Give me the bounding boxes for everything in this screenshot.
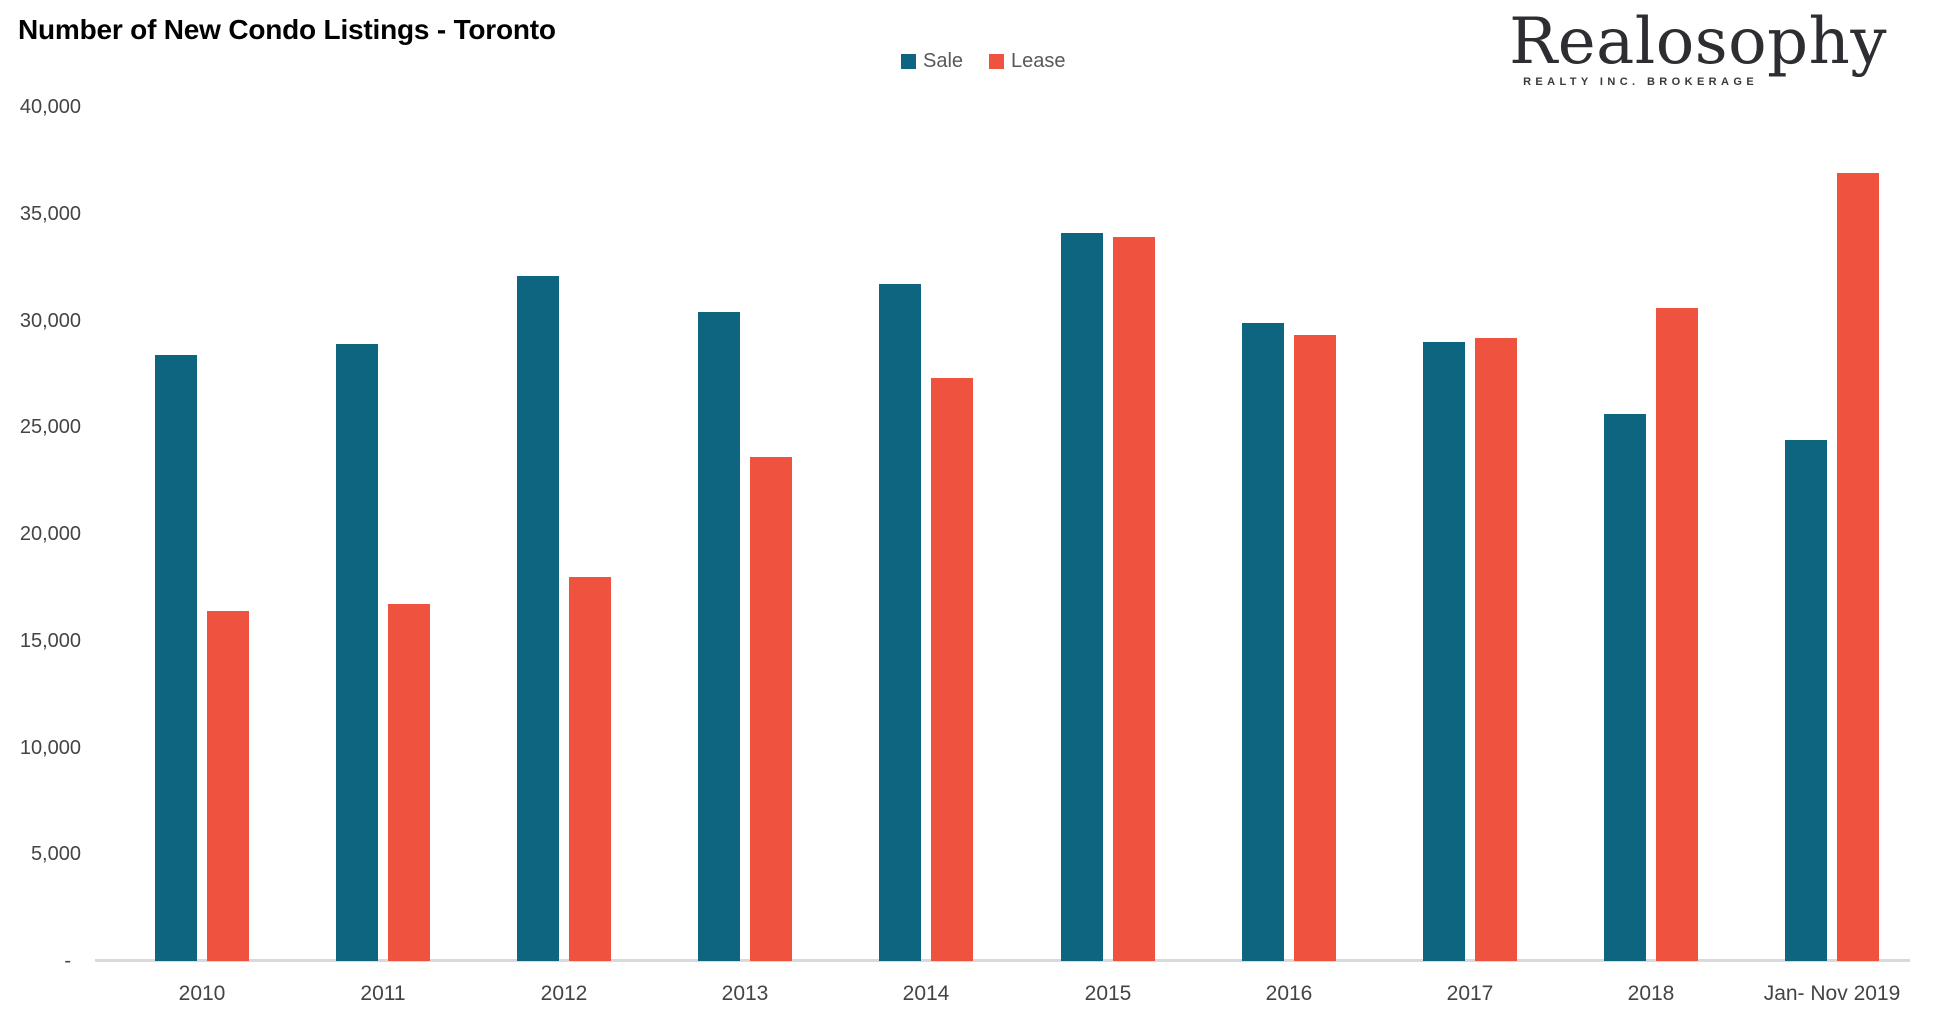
y-axis-tick-label: 35,000 — [19, 203, 81, 225]
bar-sale-2013 — [698, 312, 740, 961]
y-axis-tick-label: 5,000 — [30, 843, 81, 865]
brand-logo: Realosophy REALTY INC. BROKERAGE — [1509, 5, 1887, 88]
bar-sale-2015 — [1061, 233, 1103, 961]
x-axis-tick-label: 2017 — [1446, 982, 1494, 1005]
lease-legend-label: Lease — [1011, 50, 1066, 72]
bar-lease-2012 — [569, 577, 611, 961]
y-axis-tick-label: 30,000 — [19, 310, 81, 332]
y-axis-tick-label: - — [64, 950, 71, 972]
x-axis-tick-label: 2018 — [1627, 982, 1675, 1005]
bar-lease-2018 — [1656, 308, 1698, 961]
sale-legend-swatch-icon — [901, 53, 916, 69]
bar-sale-2011 — [336, 344, 378, 961]
bar-lease-2017 — [1475, 338, 1517, 961]
y-axis-tick-label: 20,000 — [19, 523, 81, 545]
bar-sale-2010 — [155, 355, 197, 961]
bar-lease-2013 — [750, 457, 792, 961]
brand-logo-tagline: REALTY INC. BROKERAGE — [1523, 75, 1759, 88]
bar-sale-2014 — [879, 284, 921, 961]
chart-title: Number of New Condo Listings - Toronto — [18, 14, 556, 45]
bar-sale-2017 — [1423, 342, 1465, 961]
legend-item-sale: Sale — [901, 51, 963, 71]
x-axis-tick-label: 2014 — [902, 982, 950, 1005]
x-axis-tick-label: 2012 — [540, 982, 588, 1005]
x-axis-tick-label: 2013 — [721, 982, 769, 1005]
legend-item-lease: Lease — [989, 51, 1066, 71]
legend: Sale Lease — [901, 51, 1066, 71]
y-axis-tick-label: 10,000 — [19, 737, 81, 759]
bar-sale-jan-nov-2019 — [1785, 440, 1827, 961]
lease-legend-swatch-icon — [989, 53, 1005, 69]
x-axis-tick-label: 2010 — [178, 982, 226, 1005]
x-axis-tick-label: 2016 — [1265, 982, 1313, 1005]
x-axis-tick-label: 2015 — [1084, 982, 1132, 1005]
brand-logo-name: Realosophy — [1509, 5, 1887, 79]
bar-lease-2015 — [1113, 237, 1155, 961]
bar-sale-2018 — [1604, 414, 1646, 961]
bar-lease-2016 — [1294, 335, 1336, 961]
y-axis-tick-label: 25,000 — [19, 416, 81, 438]
bar-sale-2012 — [517, 276, 559, 961]
bar-lease-2011 — [388, 604, 430, 961]
y-axis-tick-label: 15,000 — [19, 630, 81, 652]
bar-sale-2016 — [1242, 323, 1284, 961]
sale-legend-label: Sale — [923, 50, 964, 72]
x-axis-tick-label: Jan- Nov 2019 — [1763, 982, 1901, 1005]
y-axis-tick-label: 40,000 — [19, 96, 81, 118]
bar-lease-2010 — [207, 611, 249, 961]
bar-lease-2014 — [931, 378, 973, 961]
bar-lease-jan-nov-2019 — [1837, 173, 1879, 961]
x-axis-tick-label: 2011 — [360, 982, 406, 1005]
x-axis-line — [95, 959, 1910, 962]
